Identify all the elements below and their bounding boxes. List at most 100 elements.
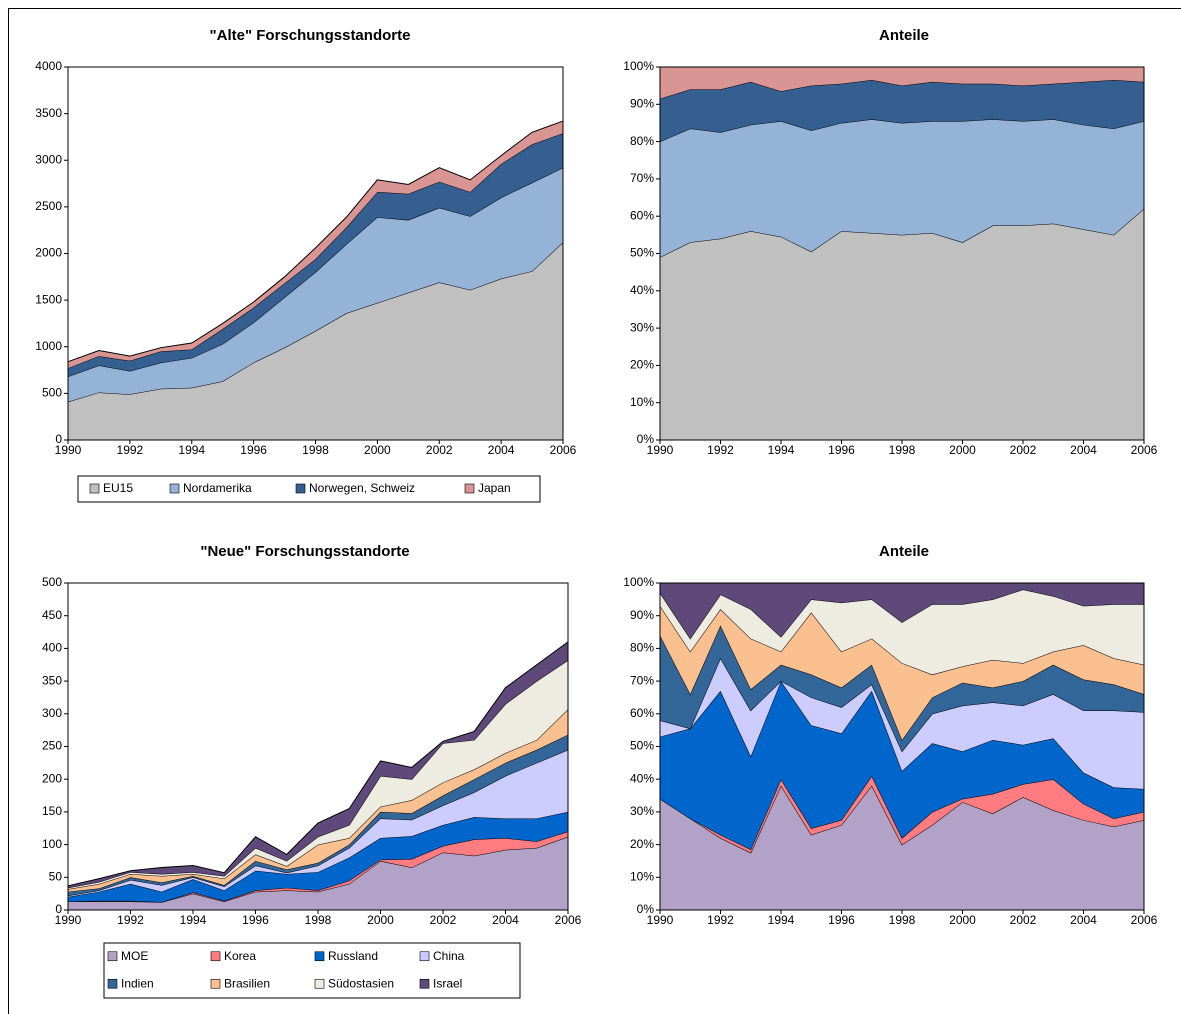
y-tick-label: 1500 — [35, 292, 62, 306]
y-tick-label: 3500 — [35, 106, 62, 120]
y-tick-label: 30% — [630, 320, 654, 334]
x-tick-label: 1996 — [828, 443, 855, 457]
y-tick-label: 50% — [630, 246, 654, 260]
area — [68, 831, 568, 903]
y-tick-label: 2500 — [35, 199, 62, 213]
y-tick-label: 30% — [630, 804, 654, 818]
area — [660, 119, 1144, 258]
x-tick-label: 1996 — [242, 913, 269, 927]
x-tick-label: 2000 — [367, 913, 394, 927]
chart-title: Anteile — [879, 27, 929, 44]
area — [660, 80, 1144, 142]
area — [68, 836, 568, 910]
y-tick-label: 400 — [42, 641, 62, 655]
y-tick-label: 500 — [42, 575, 62, 589]
y-tick-label: 250 — [42, 739, 62, 753]
legend-box — [77, 475, 541, 503]
y-tick-label: 10% — [630, 395, 654, 409]
legend-label: Russland — [328, 949, 378, 963]
x-tick-label: 1996 — [240, 443, 267, 457]
x-tick-label: 2002 — [426, 443, 453, 457]
x-tick-label: 1992 — [117, 913, 144, 927]
area — [68, 749, 568, 897]
y-tick-label: 0% — [637, 902, 655, 916]
area-edge — [67, 641, 569, 887]
legend-swatch — [107, 951, 118, 962]
y-tick-label: 60% — [630, 208, 654, 222]
area — [68, 167, 563, 402]
y-tick-label: 70% — [630, 171, 654, 185]
x-tick-label: 2006 — [1131, 443, 1158, 457]
legend-swatch — [169, 483, 180, 494]
x-tick-label: 2006 — [1131, 913, 1158, 927]
y-tick-label: 1000 — [35, 339, 62, 353]
legend-label: Israel — [433, 976, 462, 990]
area — [660, 658, 1144, 790]
legend-swatch — [89, 483, 100, 494]
legend-box — [103, 942, 521, 999]
area — [68, 709, 568, 892]
x-tick-label: 1994 — [768, 443, 795, 457]
legend-label: MOE — [121, 949, 148, 963]
y-tick-label: 50% — [630, 739, 654, 753]
legend-swatch — [464, 483, 475, 494]
legend-label: Japan — [478, 481, 511, 495]
x-tick-label: 1990 — [55, 443, 82, 457]
y-tick-label: 500 — [42, 386, 62, 400]
y-tick-label: 450 — [42, 608, 62, 622]
y-tick-label: 0 — [55, 432, 62, 446]
x-tick-label: 2002 — [1010, 913, 1037, 927]
legend-label: EU15 — [103, 481, 133, 495]
y-tick-label: 100 — [42, 837, 62, 851]
y-tick-label: 40% — [630, 283, 654, 297]
area — [660, 583, 1144, 639]
y-tick-label: 200 — [42, 771, 62, 785]
legend-label: China — [433, 949, 465, 963]
area — [660, 785, 1144, 910]
legend-swatch — [210, 951, 221, 962]
area — [660, 605, 1144, 740]
area — [68, 734, 568, 896]
x-tick-label: 2004 — [488, 443, 515, 457]
y-tick-label: 60% — [630, 706, 654, 720]
legend-label: Korea — [224, 949, 256, 963]
y-tick-label: 20% — [630, 837, 654, 851]
x-tick-label: 1998 — [889, 443, 916, 457]
area — [660, 67, 1144, 99]
legend-swatch — [314, 978, 325, 989]
y-tick-label: 70% — [630, 673, 654, 687]
legend-swatch — [210, 978, 221, 989]
y-tick-label: 20% — [630, 358, 654, 372]
area — [68, 242, 563, 440]
x-tick-label: 1998 — [305, 913, 332, 927]
area-edge — [67, 120, 564, 363]
x-tick-label: 1992 — [117, 443, 144, 457]
area — [660, 208, 1144, 440]
y-tick-label: 80% — [630, 641, 654, 655]
x-tick-label: 1990 — [55, 913, 82, 927]
x-tick-label: 2000 — [364, 443, 391, 457]
y-tick-label: 40% — [630, 771, 654, 785]
x-tick-label: 1990 — [647, 443, 674, 457]
y-tick-label: 2000 — [35, 246, 62, 260]
y-tick-label: 4000 — [35, 59, 62, 73]
y-tick-label: 80% — [630, 134, 654, 148]
chart-title: "Neue" Forschungsstandorte — [200, 543, 409, 560]
legend-label: Südostasien — [328, 976, 394, 990]
area — [660, 775, 1144, 853]
x-tick-label: 1998 — [889, 913, 916, 927]
y-tick-label: 100% — [623, 575, 654, 589]
x-tick-label: 2006 — [555, 913, 582, 927]
x-tick-label: 2004 — [1070, 443, 1097, 457]
y-tick-label: 90% — [630, 608, 654, 622]
x-tick-label: 1990 — [647, 913, 674, 927]
x-tick-label: 1998 — [302, 443, 329, 457]
x-tick-label: 2000 — [949, 443, 976, 457]
x-tick-label: 1994 — [178, 443, 205, 457]
legend-label: Indien — [121, 976, 154, 990]
legend-swatch — [107, 978, 118, 989]
x-tick-label: 2006 — [550, 443, 577, 457]
area — [68, 133, 563, 377]
legend-label: Norwegen, Schweiz — [309, 481, 415, 495]
